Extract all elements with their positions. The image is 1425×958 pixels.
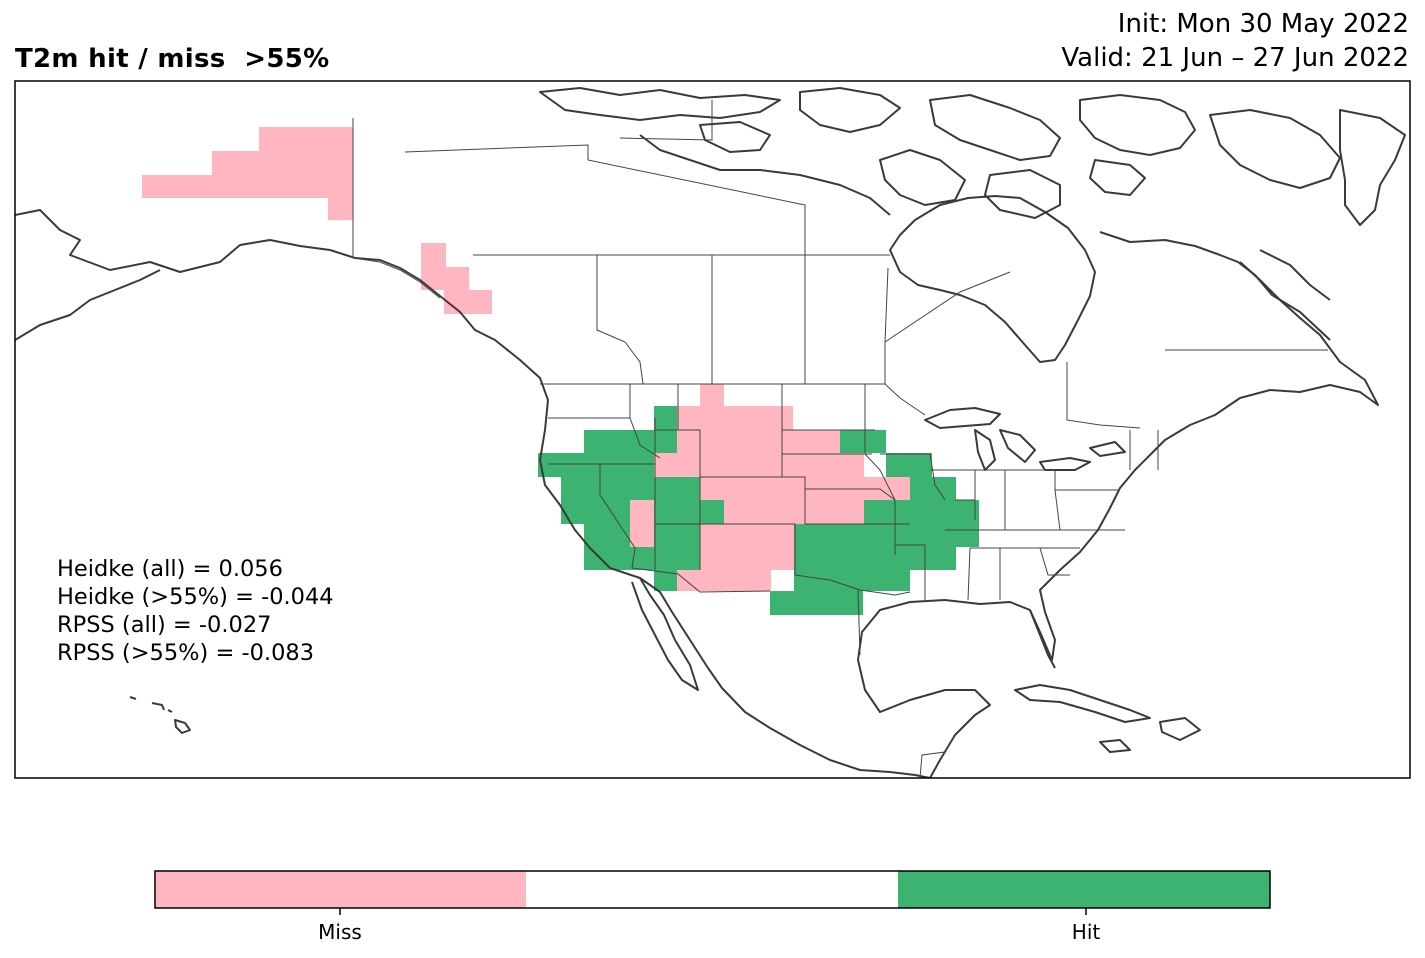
coastlines xyxy=(15,87,1406,778)
skill-scores: Heidke (all) = 0.056 Heidke (>55%) = -0.… xyxy=(57,555,334,667)
miss-cells xyxy=(142,127,910,591)
legend-miss-label: Miss xyxy=(318,920,362,944)
heidke-55: Heidke (>55%) = -0.044 xyxy=(57,584,334,610)
heidke-all: Heidke (all) = 0.056 xyxy=(57,556,283,582)
valid-period: Valid: 21 Jun – 27 Jun 2022 xyxy=(1061,43,1409,73)
hit-cells xyxy=(538,406,979,615)
rpss-all: RPSS (all) = -0.027 xyxy=(57,612,272,638)
rpss-55: RPSS (>55%) = -0.083 xyxy=(57,640,315,666)
political-borders xyxy=(352,100,1328,778)
map-frame xyxy=(14,80,1411,779)
init-date: Init: Mon 30 May 2022 xyxy=(1117,9,1409,39)
legend-hit-label: Hit xyxy=(1071,920,1101,944)
map-title: T2m hit / miss >55% xyxy=(15,44,330,74)
